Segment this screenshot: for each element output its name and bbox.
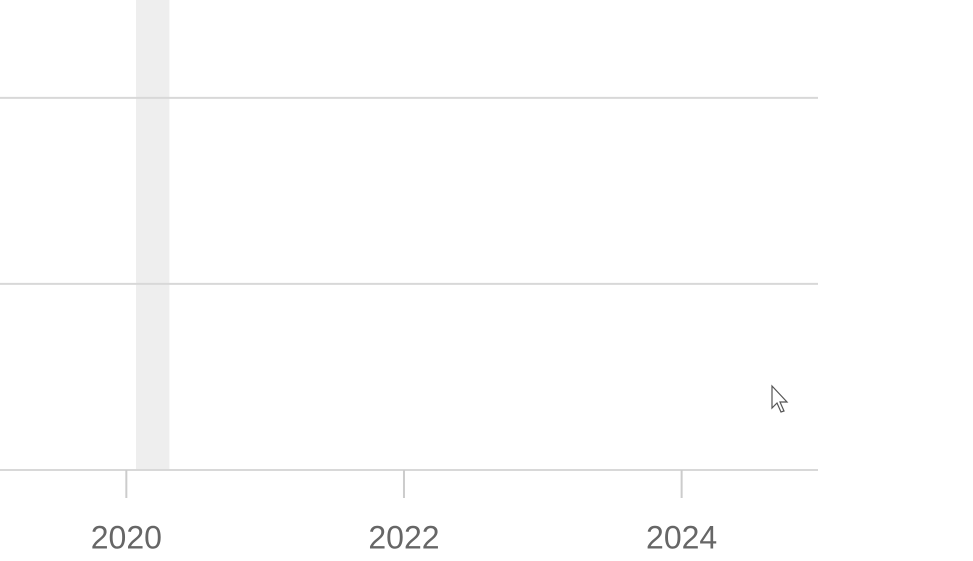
x-tick-label: 2024 bbox=[646, 519, 717, 555]
shaded-region bbox=[136, 0, 170, 470]
mouse-cursor bbox=[771, 384, 789, 413]
x-tick-label: 2022 bbox=[368, 519, 439, 555]
x-tick-label: 2020 bbox=[91, 519, 162, 555]
